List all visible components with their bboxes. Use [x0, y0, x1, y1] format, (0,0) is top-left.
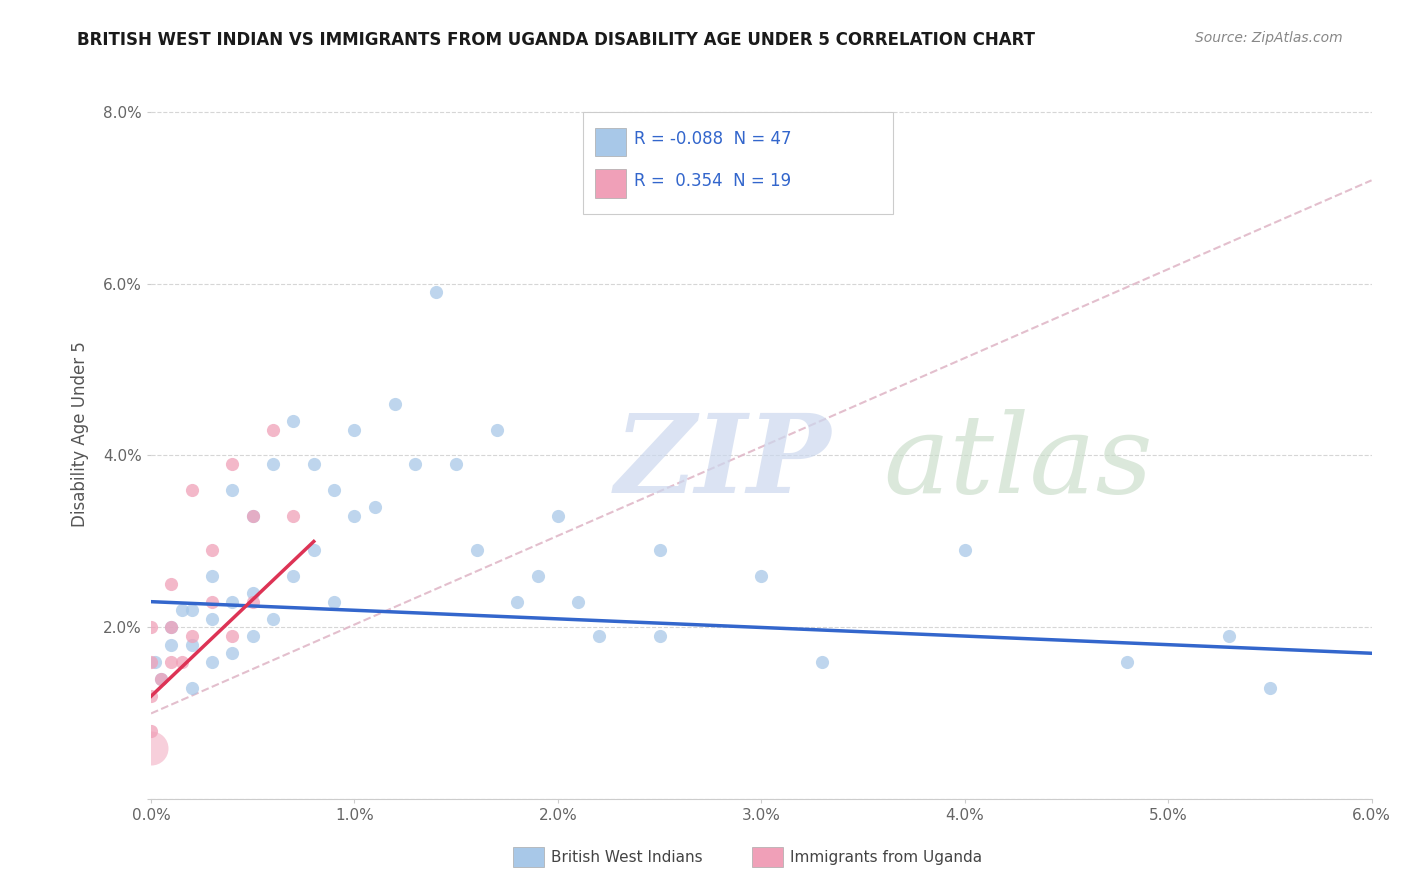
Point [242, 508, 264, 523]
Point [953, 543, 976, 558]
Point [139, 740, 162, 755]
Point [749, 569, 772, 583]
Text: Immigrants from Uganda: Immigrants from Uganda [790, 850, 983, 864]
Point [343, 508, 366, 523]
Point [283, 569, 305, 583]
Text: R =  0.354  N = 19: R = 0.354 N = 19 [634, 172, 792, 190]
Point [1258, 681, 1281, 695]
Point [180, 483, 202, 497]
Point [160, 577, 183, 591]
Point [405, 457, 427, 471]
Point [242, 629, 264, 643]
Point [526, 569, 548, 583]
Point [160, 655, 183, 669]
Point [242, 508, 264, 523]
Point [180, 638, 202, 652]
Point [150, 672, 173, 686]
Point [323, 483, 346, 497]
Point [485, 423, 508, 437]
Point [201, 612, 224, 626]
Point [465, 543, 488, 558]
Point [180, 603, 202, 617]
Point [283, 508, 305, 523]
Point [201, 595, 224, 609]
Point [588, 629, 610, 643]
Point [262, 457, 284, 471]
Text: Source: ZipAtlas.com: Source: ZipAtlas.com [1195, 31, 1343, 45]
Point [425, 285, 447, 299]
Point [221, 629, 243, 643]
Point [201, 543, 224, 558]
Point [1218, 629, 1240, 643]
Point [221, 457, 243, 471]
Point [567, 595, 589, 609]
Point [139, 655, 162, 669]
Point [170, 603, 193, 617]
Point [201, 569, 224, 583]
Point [384, 397, 406, 411]
Point [444, 457, 467, 471]
Point [302, 457, 325, 471]
Point [506, 595, 529, 609]
Point [180, 681, 202, 695]
Point [201, 655, 224, 669]
Point [343, 423, 366, 437]
Text: atlas: atlas [883, 409, 1153, 517]
Point [160, 620, 183, 634]
Point [262, 612, 284, 626]
Text: R = -0.088  N = 47: R = -0.088 N = 47 [634, 130, 792, 148]
Point [1116, 655, 1139, 669]
Point [648, 629, 671, 643]
Point [811, 655, 834, 669]
Point [242, 586, 264, 600]
Point [170, 655, 193, 669]
Point [221, 646, 243, 660]
Point [302, 543, 325, 558]
Text: BRITISH WEST INDIAN VS IMMIGRANTS FROM UGANDA DISABILITY AGE UNDER 5 CORRELATION: BRITISH WEST INDIAN VS IMMIGRANTS FROM U… [77, 31, 1035, 49]
Y-axis label: Disability Age Under 5: Disability Age Under 5 [72, 341, 89, 527]
Point [143, 655, 166, 669]
Point [242, 595, 264, 609]
Point [139, 690, 162, 704]
Point [283, 414, 305, 428]
Point [323, 595, 346, 609]
Point [221, 595, 243, 609]
Text: British West Indians: British West Indians [551, 850, 703, 864]
Point [364, 500, 387, 514]
Point [139, 620, 162, 634]
Point [262, 423, 284, 437]
Point [547, 508, 569, 523]
Point [648, 543, 671, 558]
Point [180, 629, 202, 643]
Text: ZIP: ZIP [614, 409, 831, 517]
Point [150, 672, 173, 686]
Point [160, 638, 183, 652]
Point [139, 723, 162, 738]
Point [221, 483, 243, 497]
Point [160, 620, 183, 634]
